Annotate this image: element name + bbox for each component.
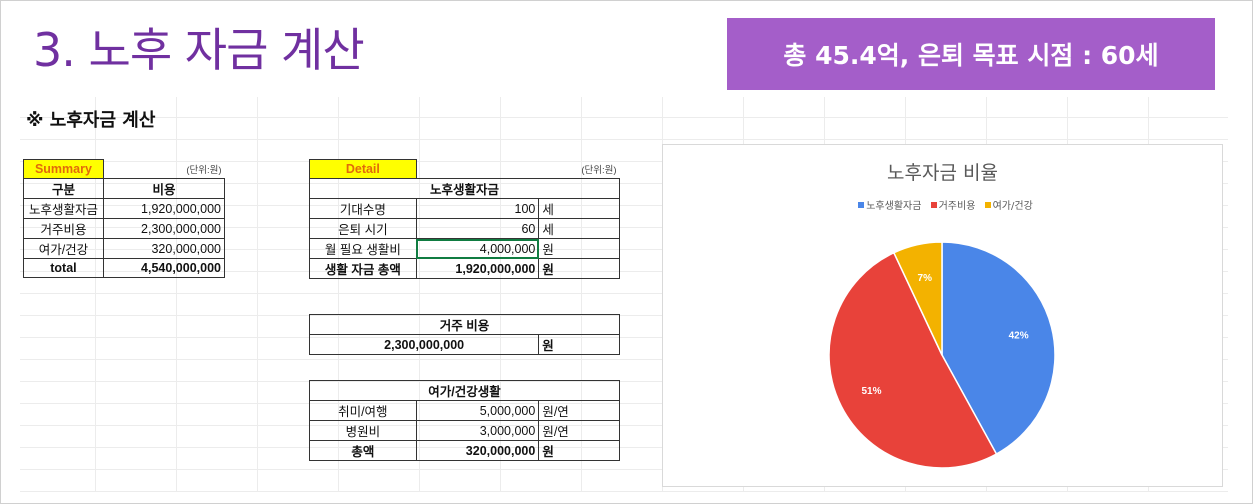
housing-value[interactable]: 2,300,000,000 (308, 334, 540, 355)
chart-legend: 노후생활자금 거주비용 여가/건강 (663, 197, 1222, 212)
leisure-header[interactable]: 여가/건강생활 (309, 380, 620, 401)
selected-cell[interactable]: 4,000,000 (415, 238, 540, 259)
pie-slice-2[interactable] (892, 241, 943, 356)
legend-swatch-0 (858, 202, 865, 208)
living-total-name[interactable]: 생활 자금 총액 (309, 258, 417, 279)
leisure-total-unit[interactable]: 원 (538, 440, 620, 461)
summary-table[interactable]: Summary (단위:원) 구분 비용 노후생활자금 1,920,000,00… (23, 159, 226, 278)
pie-data-label-0: 42% (1009, 330, 1029, 341)
summary-row-value[interactable]: 2,300,000,000 (102, 218, 226, 239)
living-row-name[interactable]: 은퇴 시기 (309, 218, 417, 239)
summary-label[interactable]: Summary (23, 159, 104, 179)
summary-header-category[interactable]: 구분 (23, 178, 104, 199)
detail-label[interactable]: Detail (309, 159, 417, 179)
table-row: 기대수명 100 세 (309, 198, 620, 219)
table-row: 여가/건강 320,000,000 (23, 238, 226, 259)
pie-slice-1[interactable] (828, 251, 998, 469)
summary-total-name[interactable]: total (23, 258, 104, 278)
summary-row-name[interactable]: 거주비용 (23, 218, 104, 239)
legend-label: 여가/건강 (992, 201, 1033, 212)
slide-title: 3. 노후 자금 계산 (33, 23, 365, 77)
summary-header-cost[interactable]: 비용 (102, 178, 226, 199)
section-title: ※ 노후자금 계산 (26, 110, 156, 131)
living-header[interactable]: 노후생활자금 (309, 178, 620, 199)
detail-unit[interactable]: (단위:원) (581, 164, 617, 176)
leisure-row-value[interactable]: 3,000,000 (415, 420, 540, 441)
legend-swatch-1 (930, 202, 937, 208)
table-row: 노후생활자금 1,920,000,000 (23, 198, 226, 219)
table-row: 취미/여행 5,000,000 원/연 (309, 400, 620, 421)
summary-unit[interactable]: (단위:원) (186, 164, 222, 176)
living-row-name[interactable]: 월 필요 생활비 (309, 238, 417, 259)
leisure-total-name[interactable]: 총액 (309, 440, 417, 461)
leisure-row-unit[interactable]: 원/연 (538, 420, 620, 441)
housing-unit[interactable]: 원 (538, 334, 620, 355)
housing-table[interactable]: 거주 비용 2,300,000,000 원 (308, 314, 620, 355)
living-row-unit[interactable]: 세 (538, 218, 620, 239)
table-row: 거주비용 2,300,000,000 (23, 218, 226, 239)
table-row: 병원비 3,000,000 원/연 (309, 420, 620, 441)
summary-total-value[interactable]: 4,540,000,000 (102, 258, 226, 278)
pie-plot: 42% 51% 7% (828, 241, 1056, 469)
living-total-unit[interactable]: 원 (538, 258, 620, 279)
table-row: 총액 320,000,000 원 (309, 440, 620, 461)
summary-row-value[interactable]: 320,000,000 (102, 238, 226, 259)
table-row: total 4,540,000,000 (23, 258, 226, 278)
leisure-row-name[interactable]: 병원비 (309, 420, 417, 441)
pie-slice-0[interactable] (941, 241, 1056, 456)
leisure-row-name[interactable]: 취미/여행 (309, 400, 417, 421)
legend-swatch-2 (984, 202, 991, 208)
chart-title: 노후자금 비율 (887, 162, 998, 184)
pie-chart[interactable]: 노후자금 비율 노후생활자금 거주비용 여가/건강 42% 51% 7% (662, 144, 1223, 487)
table-row: 월 필요 생활비 4,000,000 원 (309, 238, 620, 259)
legend-label: 거주비용 (938, 201, 976, 212)
living-row-unit[interactable]: 세 (538, 198, 620, 219)
leisure-total-value[interactable]: 320,000,000 (415, 440, 540, 461)
summary-row-name[interactable]: 여가/건강 (23, 238, 104, 259)
table-row: 은퇴 시기 60 세 (309, 218, 620, 239)
leisure-row-unit[interactable]: 원/연 (538, 400, 620, 421)
leisure-table[interactable]: 여가/건강생활 취미/여행 5,000,000 원/연 병원비 3,000,00… (309, 380, 620, 461)
housing-header[interactable]: 거주 비용 (309, 314, 620, 335)
living-row-unit[interactable]: 원 (538, 238, 620, 259)
living-row-name[interactable]: 기대수명 (309, 198, 417, 219)
detail-living-table[interactable]: Detail (단위:원) 노후생활자금 기대수명 100 세 은퇴 시기 60… (309, 159, 620, 279)
pie-data-label-2: 7% (918, 273, 933, 284)
summary-row-value[interactable]: 1,920,000,000 (102, 198, 226, 219)
summary-row-name[interactable]: 노후생활자금 (23, 198, 104, 219)
leisure-row-value[interactable]: 5,000,000 (415, 400, 540, 421)
living-row-value[interactable]: 100 (415, 198, 540, 219)
living-total-value[interactable]: 1,920,000,000 (415, 258, 540, 279)
summary-banner: 총 45.4억, 은퇴 목표 시점 : 60세 (727, 18, 1215, 90)
table-row: 생활 자금 총액 1,920,000,000 원 (309, 258, 620, 279)
living-row-value[interactable]: 60 (415, 218, 540, 239)
legend-label: 노후생활자금 (866, 201, 922, 212)
pie-data-label-1: 51% (862, 386, 882, 397)
